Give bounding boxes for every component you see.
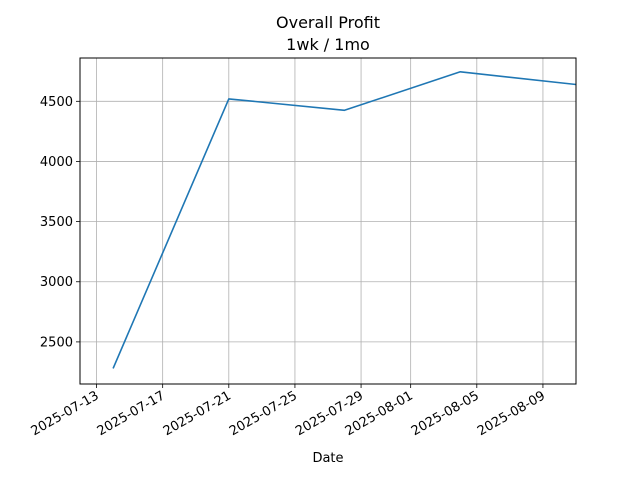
x-tick-label: 2025-07-13	[29, 388, 102, 439]
x-tick-label: 2025-07-17	[95, 388, 168, 439]
x-tick-label: 2025-08-05	[409, 388, 482, 439]
chart-subtitle: 1wk / 1mo	[286, 35, 370, 54]
plot-area	[79, 57, 577, 385]
series-line	[112, 71, 577, 369]
y-tick-label: 3000	[40, 275, 73, 290]
x-tick-label: 2025-07-25	[227, 388, 300, 439]
x-tick-label: 2025-08-09	[475, 388, 548, 439]
chart-title: Overall Profit	[276, 13, 380, 32]
y-tick-label: 4500	[40, 95, 73, 110]
y-tick-label: 4000	[40, 155, 73, 170]
x-axis-label: Date	[312, 451, 343, 466]
axis-ticks: 2025-07-132025-07-172025-07-212025-07-25…	[29, 95, 548, 439]
y-tick-label: 3500	[40, 215, 73, 230]
x-tick-label: 2025-07-21	[161, 388, 234, 439]
grid	[80, 58, 576, 384]
series-layer	[112, 71, 577, 369]
y-tick-label: 2500	[40, 335, 73, 350]
